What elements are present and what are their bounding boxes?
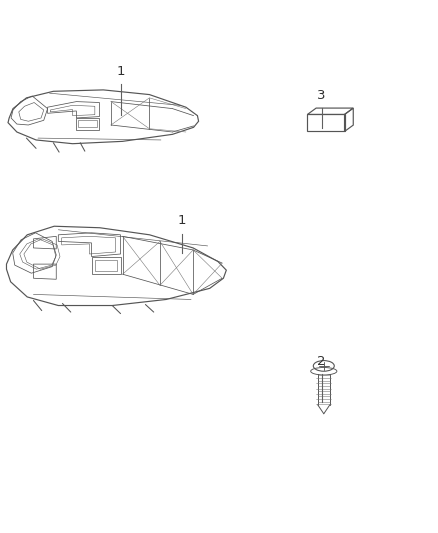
Text: 1: 1 xyxy=(178,214,186,227)
Text: 3: 3 xyxy=(318,88,326,102)
Text: 2: 2 xyxy=(318,354,326,368)
Text: 1: 1 xyxy=(117,65,125,78)
